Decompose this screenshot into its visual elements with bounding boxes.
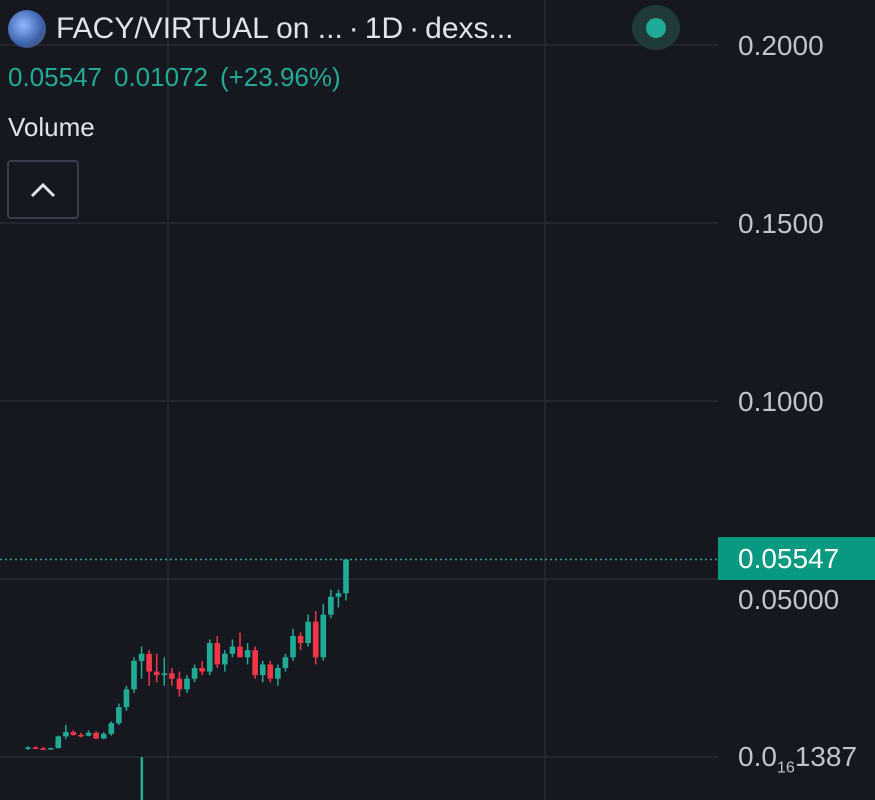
- candle-body: [108, 723, 115, 734]
- candle-body: [70, 732, 77, 735]
- candle-body: [161, 673, 168, 676]
- candle-body: [199, 668, 205, 672]
- candle-body: [312, 621, 319, 658]
- candle-body: [40, 748, 46, 750]
- candle-body: [328, 596, 334, 615]
- candle-body: [305, 621, 311, 644]
- tick-prefix: 0.0: [738, 741, 777, 772]
- candle-body: [131, 660, 137, 690]
- chart-header: FACY/VIRTUAL on ... · 1D · dexs...: [8, 10, 514, 48]
- tick-zero-count: 16: [776, 759, 795, 777]
- chevron-up-icon: [30, 182, 56, 197]
- candle-body: [93, 732, 99, 739]
- y-tick-label: 0.05000: [738, 584, 840, 615]
- price-legend: 0.05547 0.01072 (+23.96%): [8, 62, 353, 93]
- source-label: dexs...: [425, 12, 514, 45]
- separator: ·: [409, 12, 420, 45]
- candle-body: [138, 653, 145, 661]
- collapse-legend-button[interactable]: [7, 160, 79, 219]
- candle-body: [191, 668, 198, 679]
- y-tick-label: 0.2000: [738, 30, 824, 61]
- candle-body: [100, 733, 107, 739]
- candle-body: [25, 747, 31, 749]
- separator: ·: [348, 12, 359, 45]
- candle-body: [275, 668, 281, 679]
- y-tick-label-bottom: 0.0161387: [738, 741, 857, 785]
- last-price-tag: 0.05547: [718, 537, 875, 580]
- status-dot-icon: [646, 17, 666, 38]
- candle-body: [343, 559, 349, 594]
- candle-body: [214, 643, 221, 665]
- candle-body: [267, 664, 274, 679]
- candle-body: [222, 653, 228, 665]
- candle-body: [259, 664, 266, 676]
- candle-body: [237, 646, 243, 658]
- candle-body: [229, 646, 236, 654]
- candle-body: [123, 689, 130, 708]
- candle-body: [47, 748, 54, 750]
- candle-body: [282, 657, 289, 668]
- last-price: 0.05547: [8, 62, 102, 92]
- candle-body: [290, 635, 296, 658]
- candle-body: [184, 678, 190, 690]
- volume-legend[interactable]: Volume: [8, 112, 95, 142]
- symbol-title[interactable]: FACY/VIRTUAL on ...: [56, 12, 343, 45]
- candle-body: [169, 673, 175, 679]
- candle-body: [85, 732, 92, 736]
- candle-body: [297, 635, 304, 644]
- y-tick-label: 0.1000: [738, 386, 824, 417]
- candle-body: [32, 747, 39, 749]
- candle-body: [146, 653, 152, 672]
- candle-body: [335, 593, 342, 597]
- candle-body: [252, 650, 258, 676]
- candle-body: [55, 736, 62, 749]
- interval-label[interactable]: 1D: [364, 12, 404, 45]
- y-tick-label: 0.1500: [738, 208, 824, 239]
- candle-body: [176, 678, 183, 690]
- candle-body: [206, 643, 213, 672]
- candle-body: [320, 614, 327, 658]
- price-change-pct: (+23.96%): [219, 62, 341, 92]
- volume-bar: [140, 757, 144, 800]
- candle-body: [244, 650, 251, 658]
- candle-body: [116, 707, 122, 724]
- candle-body: [153, 671, 160, 676]
- candle-body: [63, 732, 69, 737]
- candle-body: [78, 734, 84, 737]
- price-change: 0.01072: [113, 62, 208, 92]
- market-status-indicator[interactable]: [632, 5, 680, 50]
- tick-suffix: 1387: [794, 741, 858, 772]
- token-logo: [8, 10, 46, 48]
